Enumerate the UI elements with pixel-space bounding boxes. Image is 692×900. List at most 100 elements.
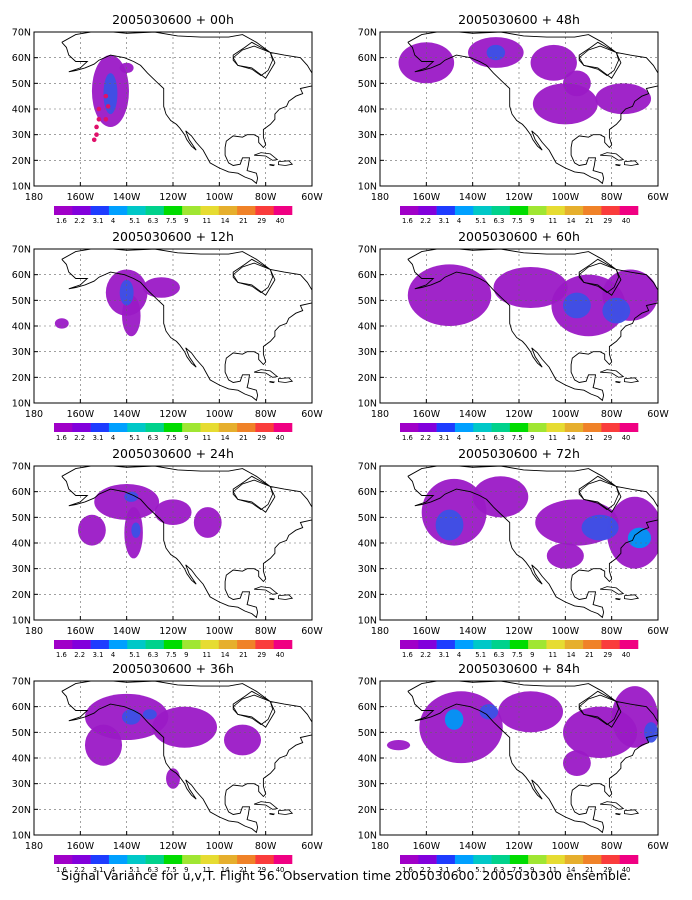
colorbar-label: 6.3: [494, 866, 505, 874]
y-tick-label: 70N: [12, 462, 31, 473]
colorbar: 1.6 2.2 3.1 4 5.1 6.3 7.5 9 11 14 21 29 40: [54, 640, 293, 659]
panel-plot-area: [380, 681, 658, 835]
colorbar-swatch: [273, 640, 293, 649]
colorbar-label: 9: [184, 866, 188, 874]
colorbar-swatch: [583, 640, 602, 649]
colorbar-swatch: [163, 855, 183, 864]
colorbar-label: 2.2: [74, 651, 85, 659]
colorbar-swatch: [182, 206, 201, 215]
colorbar-swatch: [491, 640, 511, 649]
x-tick-label: 120W: [505, 841, 533, 852]
variance-region-2: [78, 514, 106, 546]
x-tick-label: 120W: [505, 409, 533, 420]
colorbar-label: 4: [111, 434, 115, 442]
colorbar-label: 2.2: [74, 434, 85, 442]
colorbar: 1.6 2.2 3.1 4 5.1 6.3 7.5 9 11 14 21 29 40: [400, 855, 639, 874]
colorbar-swatch: [436, 206, 456, 215]
island-coast: [277, 377, 294, 383]
variance-region-6: [602, 297, 631, 324]
colorbar-label: 40: [276, 866, 285, 874]
island-coast: [253, 369, 279, 378]
variance-region-4: [223, 724, 262, 756]
x-tick-label: 80W: [255, 409, 277, 420]
hudson-bay-coast: [232, 694, 274, 726]
colorbar-label: 29: [603, 434, 612, 442]
y-tick-label: 10N: [358, 616, 377, 627]
x-tick-label: 60W: [647, 841, 669, 852]
panel-plot-area: [380, 249, 658, 403]
colorbar-swatch: [454, 206, 474, 215]
colorbar-swatch: [454, 640, 474, 649]
colorbar-label: 6.3: [494, 434, 505, 442]
colorbar-swatch: [200, 640, 220, 649]
hudson-bay-coast: [232, 262, 274, 294]
colorbar-label: 7.5: [512, 434, 523, 442]
y-tick-label: 60N: [358, 270, 377, 281]
variance-region-3: [152, 706, 218, 748]
colorbar-swatch: [182, 855, 201, 864]
x-tick-label: 120W: [159, 841, 187, 852]
colorbar-swatch: [255, 423, 274, 432]
y-tick-label: 60N: [358, 53, 377, 64]
colorbar-swatch: [619, 423, 639, 432]
island-coast: [624, 809, 640, 815]
island-coast: [253, 801, 279, 810]
colorbar-label: 7.5: [166, 651, 177, 659]
x-tick-label: 160W: [413, 409, 441, 420]
colorbar-swatch: [418, 206, 437, 215]
x-tick-label: 160W: [413, 626, 441, 637]
panel-title: 2005030600 + 48h: [458, 12, 580, 27]
y-tick-label: 50N: [358, 79, 377, 90]
colorbar-label: 1.6: [402, 651, 413, 659]
x-tick-label: 140W: [113, 192, 141, 203]
colorbar-swatch: [273, 423, 293, 432]
colorbar-swatch: [528, 640, 547, 649]
colorbar-swatch: [491, 423, 511, 432]
y-tick-label: 70N: [12, 28, 31, 39]
colorbar-swatch: [255, 206, 274, 215]
y-tick-label: 10N: [358, 831, 377, 842]
colorbar-label: 7.5: [512, 217, 523, 225]
colorbar-swatch: [400, 640, 419, 649]
variance-region-6: [122, 709, 141, 725]
variance-region-2: [472, 476, 529, 518]
colorbar-label: 2.2: [420, 434, 431, 442]
track-point: [94, 124, 99, 130]
hudson-bay-coast: [232, 479, 274, 511]
island-coast: [615, 164, 622, 167]
colorbar-label: 40: [622, 434, 631, 442]
y-tick-label: 40N: [12, 105, 31, 116]
colorbar-label: 29: [257, 434, 266, 442]
colorbar-swatch: [163, 423, 183, 432]
colorbar-label: 14: [567, 866, 576, 874]
map-panel-00h: 2005030600 + 00h 10N 20N 30N 40N 50N 60N 70N 180…: [12, 12, 324, 225]
colorbar-swatch: [218, 855, 238, 864]
x-tick-label: 180: [25, 192, 43, 203]
y-tick-label: 20N: [358, 156, 377, 167]
x-tick-label: 180: [25, 409, 43, 420]
colorbar-label: 1.6: [56, 217, 67, 225]
y-tick-label: 40N: [358, 322, 377, 333]
colorbar-label: 11: [202, 434, 211, 442]
x-tick-label: 160W: [413, 841, 441, 852]
colorbar-label: 29: [603, 651, 612, 659]
colorbar-label: 11: [548, 651, 557, 659]
colorbar-swatch: [218, 640, 238, 649]
colorbar-swatch: [454, 855, 474, 864]
colorbar-label: 14: [221, 651, 230, 659]
colorbar-label: 1.6: [56, 651, 67, 659]
colorbar-swatch: [54, 423, 73, 432]
x-tick-label: 140W: [113, 409, 141, 420]
x-tick-label: 100W: [206, 192, 234, 203]
colorbar-swatch: [145, 640, 165, 649]
colorbar: 1.6 2.2 3.1 4 5.1 6.3 7.5 9 11 14 21 29 40: [400, 206, 639, 225]
x-tick-label: 180: [371, 409, 389, 420]
colorbar-swatch: [255, 855, 274, 864]
variance-region-5: [595, 83, 652, 115]
colorbar-swatch: [72, 423, 91, 432]
colorbar-swatch: [491, 206, 511, 215]
x-tick-label: 160W: [67, 409, 95, 420]
x-tick-label: 60W: [301, 192, 323, 203]
colorbar-label: 29: [257, 651, 266, 659]
